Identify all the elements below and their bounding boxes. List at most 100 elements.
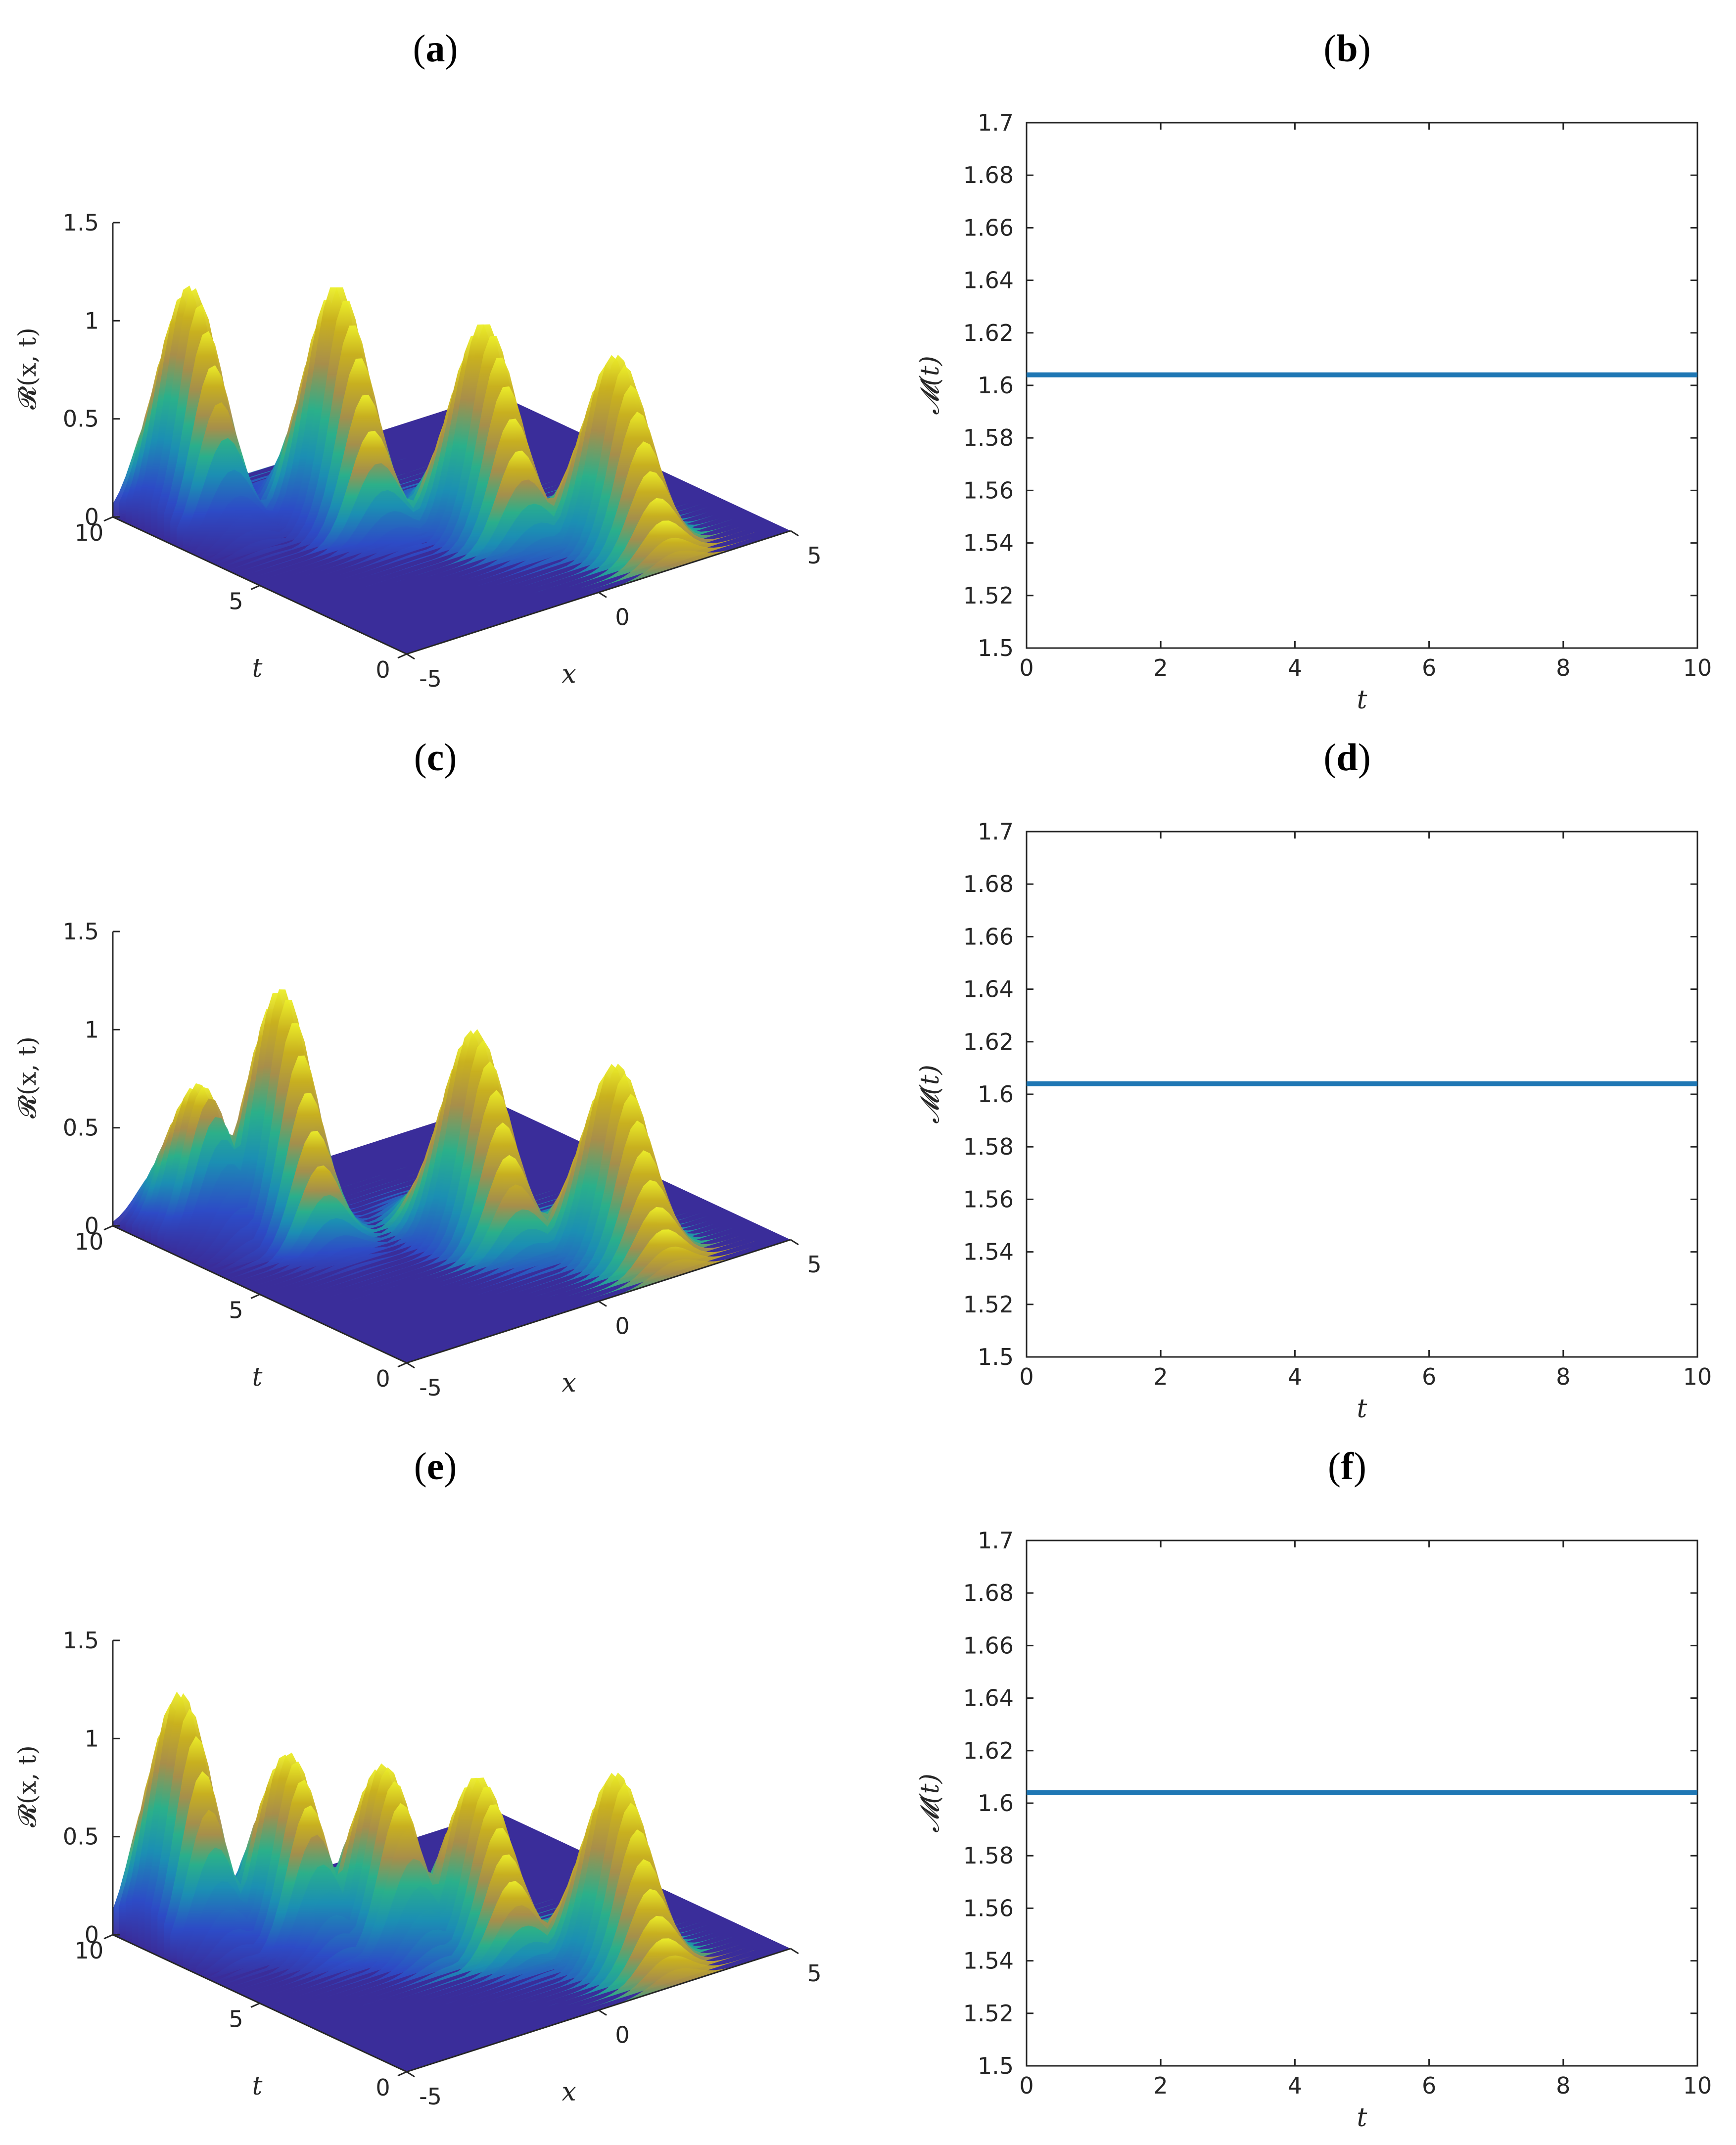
y-tick-label: 1.62 — [963, 1737, 1014, 1764]
z-tick-label: 1 — [85, 1725, 99, 1752]
x-tick — [790, 530, 799, 537]
panel-label-letter: a — [426, 27, 445, 70]
t-tick — [103, 516, 113, 522]
x-tick-label: 6 — [1422, 654, 1436, 681]
y-axis-label: 𝓜(t) — [915, 356, 945, 415]
panel-label-open: ( — [1323, 27, 1336, 70]
plot-frame — [1026, 122, 1698, 649]
t-tick-label: 5 — [229, 1297, 243, 1324]
t-axis-label: t — [252, 653, 263, 683]
y-tick-label: 1.6 — [978, 1790, 1014, 1817]
y-tick-label: 1.56 — [963, 1895, 1014, 1921]
x-tick-label: 4 — [1288, 2072, 1302, 2099]
t-tick-label: 0 — [375, 656, 390, 683]
x-tick-label: 10 — [1683, 1363, 1712, 1390]
t-tick-label: 5 — [229, 588, 243, 615]
panel-label-close: ) — [1354, 1445, 1366, 1488]
x-tick-label: 10 — [1683, 654, 1712, 681]
x-tick-label: 10 — [1683, 2072, 1712, 2099]
y-tick-label: 1.64 — [963, 976, 1014, 1003]
y-tick-label: 1.6 — [978, 1081, 1014, 1108]
y-tick-label: 1.52 — [963, 2000, 1014, 2027]
x-axis-label: x — [562, 1368, 576, 1398]
panel-label-d: (d) — [1323, 736, 1370, 779]
x-tick-label: -5 — [419, 665, 442, 692]
surface-ribbon — [215, 300, 599, 565]
z-tick-label: 1.5 — [63, 1627, 99, 1654]
panel-label-close: ) — [445, 27, 458, 70]
y-tick-label: 1.64 — [963, 267, 1014, 294]
y-tick-label: 1.66 — [963, 923, 1014, 950]
z-tick-label: 1 — [85, 307, 99, 334]
plot-frame — [1026, 831, 1698, 1358]
x-tick-label: 0 — [615, 604, 629, 631]
x-tick — [406, 2071, 415, 2078]
z-tick-label: 1.5 — [63, 918, 99, 945]
x-tick-label: 8 — [1556, 1363, 1570, 1390]
y-tick-label: 1.66 — [963, 1632, 1014, 1659]
x-tick — [598, 2009, 607, 2016]
panel-e: 0 0.5 1 1.5 𝓡(x, t) 0 5 10 t -5 0 5 x — [13, 1627, 822, 2110]
x-tick — [598, 1301, 607, 1307]
panel-label-open: ( — [414, 736, 427, 779]
t-axis-label: t — [252, 2071, 263, 2101]
t-tick — [103, 1225, 113, 1231]
x-tick-label: 8 — [1556, 2072, 1570, 2099]
panel-label-a: (a) — [413, 27, 458, 70]
panel-label-open: ( — [414, 1445, 427, 1488]
x-tick — [790, 1948, 799, 1955]
panel-label-f: (f) — [1328, 1445, 1366, 1488]
x-tick-label: 0 — [1019, 2072, 1033, 2099]
panel-label-letter: f — [1341, 1445, 1354, 1488]
surface-ribbon — [195, 300, 580, 556]
y-tick-label: 1.68 — [963, 162, 1014, 188]
y-tick-label: 1.58 — [963, 424, 1014, 451]
x-tick-label: 0 — [615, 2022, 629, 2049]
x-axis-label: t — [1357, 685, 1367, 715]
t-axis-label: t — [252, 1362, 263, 1392]
panel-label-open: ( — [1323, 736, 1336, 779]
panel-label-close: ) — [1358, 736, 1371, 779]
y-tick-label: 1.52 — [963, 582, 1014, 609]
x-tick-label: -5 — [419, 2083, 442, 2110]
x-tick-label: 6 — [1422, 2072, 1436, 2099]
y-tick-label: 1.5 — [978, 2052, 1014, 2079]
x-tick-label: 2 — [1154, 654, 1168, 681]
x-tick-label: 0 — [1019, 654, 1033, 681]
y-tick-label: 1.66 — [963, 214, 1014, 241]
panel-label-close: ) — [444, 1445, 457, 1488]
x-tick-label: 0 — [615, 1313, 629, 1340]
y-tick-label: 1.6 — [978, 372, 1014, 399]
x-axis-label: t — [1357, 2103, 1367, 2133]
surface-ribbon — [202, 287, 586, 559]
panel-c: 0 0.5 1 1.5 𝓡(x, t) 0 5 10 t -5 0 5 x — [13, 918, 822, 1401]
y-tick-label: 1.64 — [963, 1685, 1014, 1712]
t-tick-label: 0 — [375, 2074, 390, 2101]
y-tick-label: 1.68 — [963, 1580, 1014, 1606]
y-tick-label: 1.7 — [978, 109, 1014, 136]
x-axis-label: x — [562, 659, 576, 689]
surface-ribbon — [221, 325, 606, 568]
x-tick — [790, 1239, 799, 1246]
z-tick-label: 0 — [85, 1921, 99, 1948]
y-tick-label: 1.62 — [963, 320, 1014, 346]
panel-label-letter: d — [1336, 736, 1358, 779]
z-tick-label: 1 — [85, 1016, 99, 1043]
panel-label-letter: b — [1336, 27, 1358, 70]
x-tick — [598, 592, 607, 598]
panel-d: 0 2 4 6 8 10 1.5 1.52 1.54 1.56 1.58 1.6 1.62 1.64 1.6… — [915, 818, 1712, 1424]
t-tick — [397, 653, 407, 659]
x-tick — [406, 1362, 415, 1369]
y-tick-label: 1.56 — [963, 1186, 1014, 1212]
z-tick-label: 0.5 — [63, 406, 99, 432]
panel-label-close: ) — [1358, 27, 1371, 70]
y-tick-label: 1.62 — [963, 1028, 1014, 1055]
surface-ribbon — [400, 528, 785, 651]
z-tick-label: 0.5 — [63, 1823, 99, 1850]
x-tick-label: 2 — [1154, 1363, 1168, 1390]
t-tick-label: 5 — [229, 2006, 243, 2033]
panel-label-b: (b) — [1323, 27, 1370, 70]
plot-frame — [1026, 1539, 1698, 2067]
y-tick-label: 1.54 — [963, 530, 1014, 557]
panel-label-close: ) — [444, 736, 457, 779]
